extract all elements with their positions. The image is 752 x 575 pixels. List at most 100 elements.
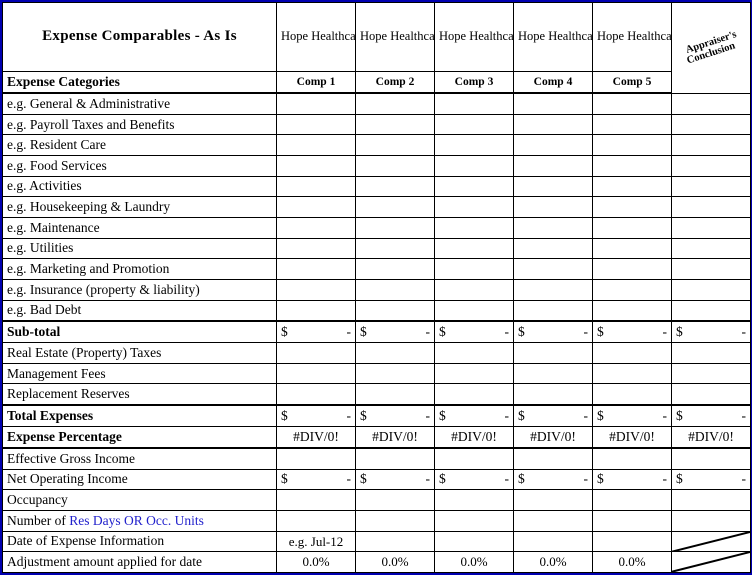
cell-blank-conclusion[interactable]: [671, 299, 751, 322]
cell-blank-conclusion[interactable]: [671, 489, 751, 512]
cell-blank-conclusion[interactable]: [671, 196, 751, 219]
cell-blank-comp-2[interactable]: [355, 299, 435, 322]
cell-blank-comp-3[interactable]: [434, 342, 514, 364]
cell-blank-comp-1[interactable]: [276, 278, 356, 301]
cell-blank-comp-1[interactable]: [276, 362, 356, 385]
cell-percent-comp-1[interactable]: 0.0%: [276, 551, 356, 573]
cell-blank-comp-4[interactable]: [513, 530, 593, 553]
cell-blank-comp-1[interactable]: [276, 237, 356, 260]
cell-blank-comp-5[interactable]: [592, 113, 672, 136]
cell-money-comp-2[interactable]: $ -: [355, 468, 435, 491]
cell-percent-comp-5[interactable]: 0.0%: [592, 551, 672, 573]
cell-money-conclusion[interactable]: $ -: [671, 468, 751, 491]
cell-percent-comp-4[interactable]: 0.0%: [513, 551, 593, 573]
cell-blank-comp-2[interactable]: [355, 134, 435, 157]
cell-blank-comp-2[interactable]: [355, 342, 435, 364]
cell-blank-comp-1[interactable]: [276, 299, 356, 322]
cell-blank-comp-4[interactable]: [513, 155, 593, 177]
cell-blank-conclusion[interactable]: [671, 258, 751, 280]
cell-blank-comp-5[interactable]: [592, 237, 672, 260]
cell-blank-comp-1[interactable]: [276, 383, 356, 406]
cell-blank-comp-4[interactable]: [513, 92, 593, 115]
cell-blank-comp-4[interactable]: [513, 447, 593, 470]
cell-blank-conclusion[interactable]: [671, 510, 751, 532]
cell-money-conclusion[interactable]: $ -: [671, 320, 751, 344]
cell-blank-comp-2[interactable]: [355, 196, 435, 219]
cell-blank-comp-5[interactable]: [592, 383, 672, 406]
cell-blank-comp-1[interactable]: [276, 489, 356, 512]
cell-blank-comp-2[interactable]: [355, 92, 435, 115]
cell-blank-conclusion[interactable]: [671, 217, 751, 239]
cell-blank-comp-5[interactable]: [592, 258, 672, 280]
cell-blank-comp-5[interactable]: [592, 510, 672, 532]
cell-blank-conclusion[interactable]: [671, 175, 751, 198]
cell-money-comp-4[interactable]: $ -: [513, 320, 593, 344]
cell-blank-comp-3[interactable]: [434, 447, 514, 470]
cell-blank-comp-5[interactable]: [592, 342, 672, 364]
cell-blank-comp-5[interactable]: [592, 92, 672, 115]
cell-blank-comp-5[interactable]: [592, 134, 672, 157]
cell-percent-comp-2[interactable]: 0.0%: [355, 551, 435, 573]
cell-money-comp-1[interactable]: $ -: [276, 404, 356, 428]
cell-div-error-comp-4[interactable]: #DIV/0!: [513, 426, 593, 449]
cell-blank-comp-1[interactable]: [276, 447, 356, 470]
cell-div-error-comp-3[interactable]: #DIV/0!: [434, 426, 514, 449]
cell-blank-comp-5[interactable]: [592, 362, 672, 385]
cell-blank-comp-3[interactable]: [434, 134, 514, 157]
cell-blank-comp-1[interactable]: [276, 175, 356, 198]
cell-blank-comp-3[interactable]: [434, 530, 514, 553]
cell-blank-comp-1[interactable]: [276, 134, 356, 157]
cell-blank-comp-2[interactable]: [355, 237, 435, 260]
cell-blank-comp-3[interactable]: [434, 237, 514, 260]
cell-blank-comp-1[interactable]: [276, 113, 356, 136]
cell-blank-comp-5[interactable]: [592, 175, 672, 198]
cell-blank-comp-1[interactable]: [276, 217, 356, 239]
cell-blank-comp-5[interactable]: [592, 530, 672, 553]
cell-div-error-comp-5[interactable]: #DIV/0!: [592, 426, 672, 449]
cell-money-comp-4[interactable]: $ -: [513, 404, 593, 428]
cell-blank-comp-3[interactable]: [434, 383, 514, 406]
cell-blank-comp-2[interactable]: [355, 155, 435, 177]
cell-blank-comp-5[interactable]: [592, 196, 672, 219]
cell-money-comp-1[interactable]: $ -: [276, 320, 356, 344]
cell-blank-conclusion[interactable]: [671, 155, 751, 177]
cell-blank-comp-4[interactable]: [513, 383, 593, 406]
cell-date-comp-1[interactable]: e.g. Jul-12: [276, 530, 356, 553]
cell-div-error-comp-1[interactable]: #DIV/0!: [276, 426, 356, 449]
cell-blank-comp-4[interactable]: [513, 278, 593, 301]
cell-blank-comp-3[interactable]: [434, 155, 514, 177]
cell-blank-comp-3[interactable]: [434, 362, 514, 385]
cell-blank-comp-4[interactable]: [513, 217, 593, 239]
cell-blank-comp-2[interactable]: [355, 383, 435, 406]
cell-blank-comp-1[interactable]: [276, 196, 356, 219]
cell-blank-conclusion[interactable]: [671, 92, 751, 115]
cell-blank-comp-3[interactable]: [434, 92, 514, 115]
cell-blank-comp-2[interactable]: [355, 530, 435, 553]
cell-money-comp-2[interactable]: $ -: [355, 404, 435, 428]
cell-div-error-comp-2[interactable]: #DIV/0!: [355, 426, 435, 449]
cell-blank-comp-2[interactable]: [355, 510, 435, 532]
cell-blank-comp-1[interactable]: [276, 342, 356, 364]
cell-blank-comp-2[interactable]: [355, 175, 435, 198]
cell-blank-comp-5[interactable]: [592, 155, 672, 177]
cell-blank-comp-2[interactable]: [355, 447, 435, 470]
cell-div-error-conclusion[interactable]: #DIV/0!: [671, 426, 751, 449]
cell-blank-comp-4[interactable]: [513, 489, 593, 512]
cell-blank-comp-5[interactable]: [592, 489, 672, 512]
cell-blank-comp-1[interactable]: [276, 92, 356, 115]
cell-blank-comp-1[interactable]: [276, 510, 356, 532]
cell-money-comp-5[interactable]: $ -: [592, 468, 672, 491]
cell-blank-comp-3[interactable]: [434, 258, 514, 280]
cell-blank-comp-4[interactable]: [513, 342, 593, 364]
cell-money-comp-5[interactable]: $ -: [592, 320, 672, 344]
cell-blank-comp-4[interactable]: [513, 362, 593, 385]
cell-percent-comp-3[interactable]: 0.0%: [434, 551, 514, 573]
cell-money-comp-3[interactable]: $ -: [434, 320, 514, 344]
cell-blank-conclusion[interactable]: [671, 134, 751, 157]
cell-money-comp-2[interactable]: $ -: [355, 320, 435, 344]
cell-money-comp-4[interactable]: $ -: [513, 468, 593, 491]
cell-blank-comp-4[interactable]: [513, 134, 593, 157]
cell-blank-comp-2[interactable]: [355, 113, 435, 136]
cell-blank-comp-3[interactable]: [434, 196, 514, 219]
cell-blank-conclusion[interactable]: [671, 383, 751, 406]
